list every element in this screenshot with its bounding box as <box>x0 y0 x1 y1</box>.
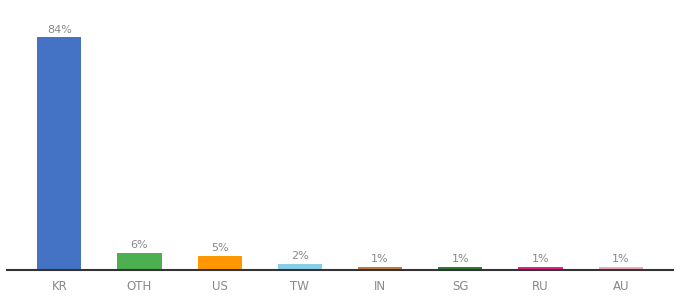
Text: 1%: 1% <box>532 254 549 264</box>
Bar <box>438 267 482 270</box>
Bar <box>198 256 242 270</box>
Bar <box>358 267 402 270</box>
Text: 2%: 2% <box>291 251 309 261</box>
Text: 1%: 1% <box>612 254 630 264</box>
Bar <box>278 264 322 270</box>
Text: 5%: 5% <box>211 243 228 253</box>
Bar <box>37 38 82 270</box>
Text: 6%: 6% <box>131 240 148 250</box>
Bar <box>598 267 643 270</box>
Bar <box>118 253 162 270</box>
Text: 1%: 1% <box>371 254 389 264</box>
Bar <box>518 267 562 270</box>
Text: 1%: 1% <box>452 254 469 264</box>
Text: 84%: 84% <box>47 25 71 34</box>
